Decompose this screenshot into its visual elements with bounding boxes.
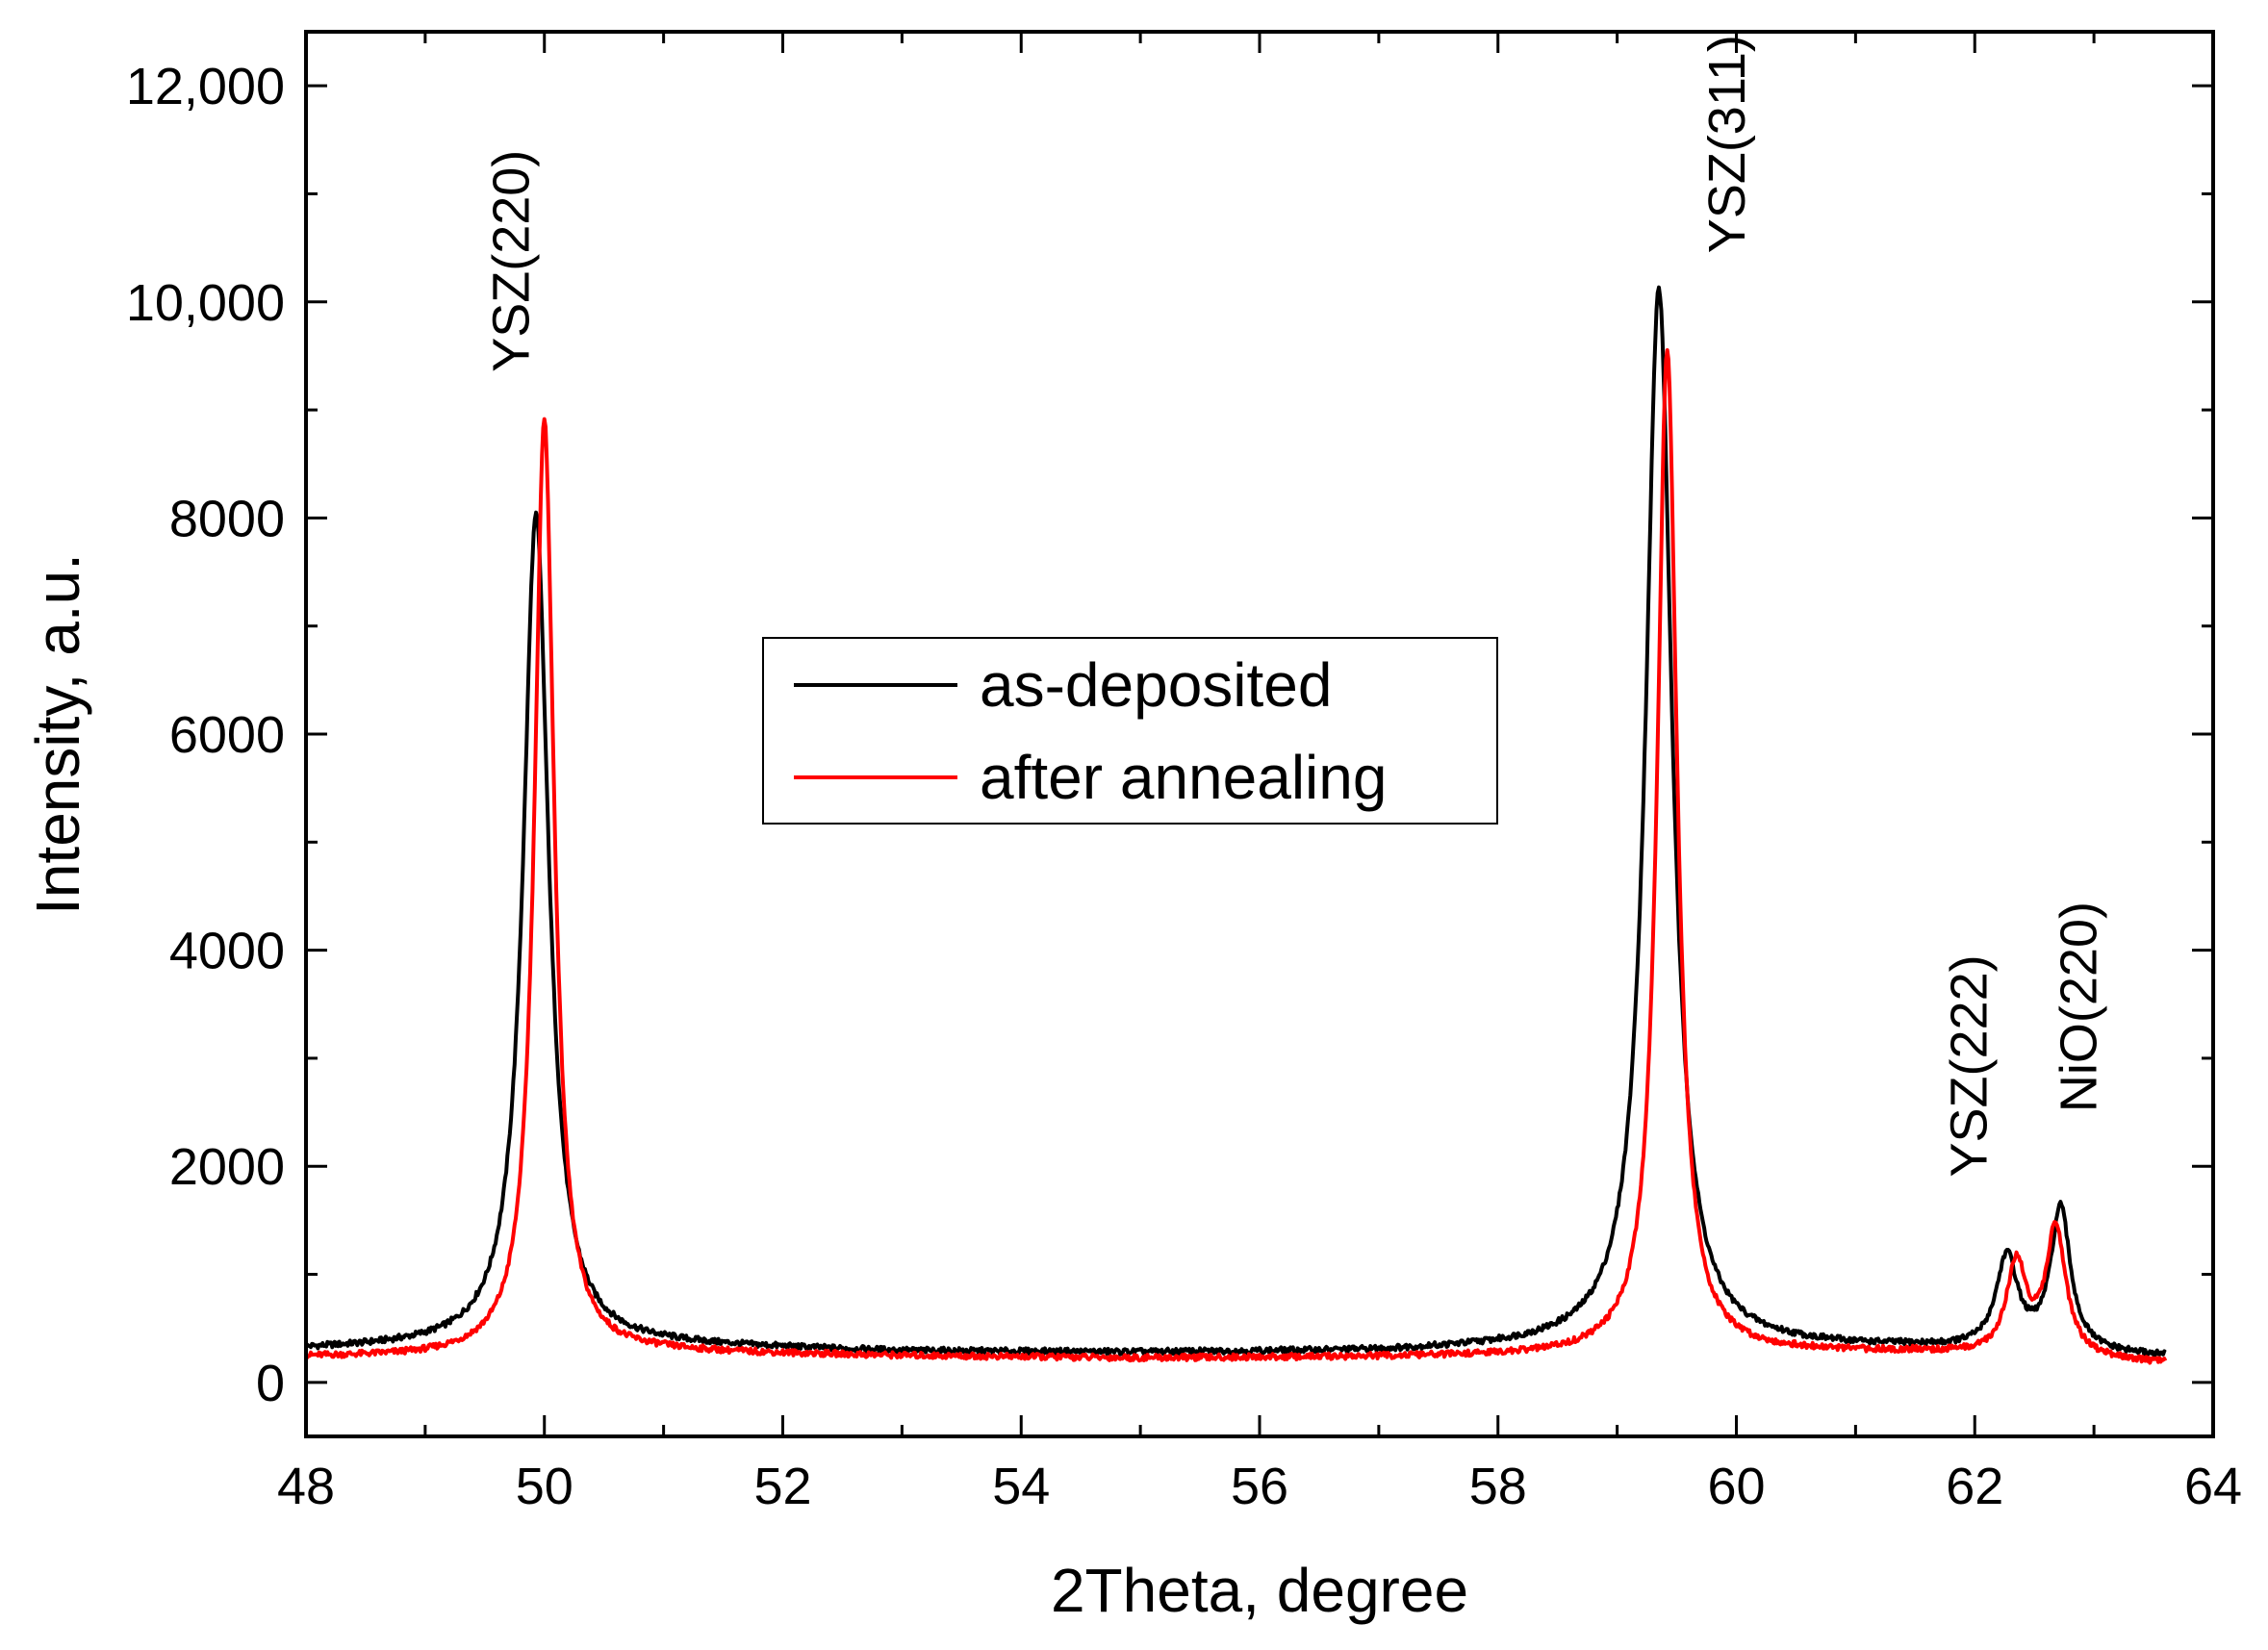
- peak-annotation: YSZ(220): [483, 150, 541, 372]
- series-line-as-deposited: [304, 285, 2167, 1358]
- x-tick-label: 62: [1946, 1458, 2003, 1515]
- series-line-after-annealing: [305, 348, 2168, 1365]
- peak-annotation: YSZ(222): [1941, 954, 1999, 1177]
- y-tick-label: 10,000: [126, 274, 285, 332]
- x-tick-label: 54: [992, 1458, 1050, 1515]
- y-tick-label: 6000: [169, 706, 285, 764]
- y-tick-label: 0: [256, 1355, 285, 1412]
- y-tick-label: 8000: [169, 490, 285, 547]
- x-tick-label: 52: [753, 1458, 811, 1515]
- peak-annotation: YSZ(311): [1698, 35, 1756, 253]
- labels-layer: 48 50 52 54 56 58 60 62 64 0 2000 4000 6000 8000 10,00…: [126, 35, 2242, 1515]
- y-tick-label: 2000: [169, 1138, 285, 1196]
- legend-label-after-annealing: after annealing: [980, 743, 1387, 812]
- legend: as-deposited after annealing: [762, 637, 1498, 825]
- legend-label-as-deposited: as-deposited: [980, 650, 1332, 720]
- legend-box: [762, 637, 1498, 825]
- x-tick-label: 64: [2184, 1458, 2242, 1515]
- ticks-layer: [304, 32, 2215, 1436]
- x-tick-label: 58: [1469, 1458, 1527, 1515]
- y-tick-label: 12,000: [126, 58, 285, 115]
- peak-annotation: NiO(220): [2051, 901, 2108, 1112]
- x-axis-label: 2Theta, degree: [1051, 1556, 1468, 1625]
- x-tick-label: 60: [1707, 1458, 1765, 1515]
- x-tick-label: 50: [516, 1458, 573, 1515]
- x-tick-label: 48: [277, 1458, 335, 1515]
- y-tick-label: 4000: [169, 923, 285, 980]
- x-tick-label: 56: [1231, 1458, 1288, 1515]
- y-axis-label: Intensity, a.u.: [23, 553, 92, 915]
- data-layer: [304, 285, 2168, 1365]
